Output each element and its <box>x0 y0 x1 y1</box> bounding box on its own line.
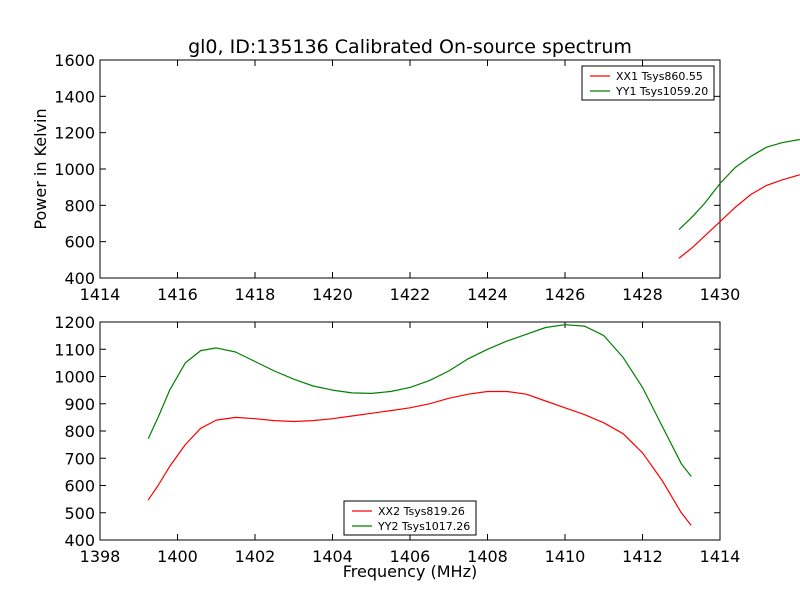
y-tick-label: 700 <box>64 449 95 468</box>
y-tick-label: 900 <box>64 395 95 414</box>
x-tick-label: 1416 <box>157 285 198 304</box>
y-tick-label: 800 <box>64 422 95 441</box>
x-tick-label: 1398 <box>80 547 121 566</box>
x-tick-label: 1412 <box>622 547 663 566</box>
x-tick-label: 1404 <box>312 547 353 566</box>
y-tick-label: 400 <box>64 269 95 288</box>
x-tick-label: 1406 <box>390 547 431 566</box>
y-tick-label: 1100 <box>54 340 95 359</box>
x-tick-label: 1426 <box>545 285 586 304</box>
legend-box-1 <box>581 65 715 101</box>
series-line-1-1 <box>678 174 800 259</box>
legend-box-2 <box>343 500 477 536</box>
subplot-2: 1398 1400 1402 1404 1406 1408 1410 1412 1414 400 5… <box>54 313 740 566</box>
legend-label: XX2 Tsys819.26 <box>378 505 465 518</box>
chart-title: gl0, ID:135136 Calibrated On-source spec… <box>188 36 632 58</box>
y-tick-label: 1200 <box>54 124 95 143</box>
y-tick-label: 500 <box>64 504 95 523</box>
y-tick-label: 1400 <box>54 87 95 106</box>
y-tick-label: 1000 <box>54 160 95 179</box>
legend-label: YY1 Tsys1059.20 <box>615 85 708 98</box>
x-tick-label: 1414 <box>80 285 121 304</box>
x-tick-label: 1400 <box>157 547 198 566</box>
x-axis-label: Frequency (MHz) <box>343 562 477 581</box>
y-tick-label: 1200 <box>54 313 95 332</box>
x-tick-label: 1410 <box>545 547 586 566</box>
x-tick-label: 1408 <box>467 547 508 566</box>
subplot-1: 1414 1416 1418 1420 1422 1424 1426 1428 1430 400 6… <box>54 51 800 304</box>
y-tick-label: 400 <box>64 531 95 550</box>
series-line-2-1 <box>147 390 692 526</box>
x-tick-label: 1402 <box>235 547 276 566</box>
series-line-2-2 <box>147 324 692 477</box>
x-tick-label: 1424 <box>467 285 508 304</box>
legend-label: YY2 Tsys1017.26 <box>377 520 470 533</box>
x-tick-label: 1418 <box>235 285 276 304</box>
x-tick-label: 1422 <box>390 285 431 304</box>
y-tick-label: 600 <box>64 477 95 496</box>
series-line-1-2 <box>678 138 800 230</box>
legend-label: XX1 Tsys860.55 <box>616 70 703 83</box>
x-tick-label: 1428 <box>622 285 663 304</box>
y-tick-label: 1600 <box>54 51 95 70</box>
y-tick-label: 600 <box>64 233 95 252</box>
x-tick-label: 1430 <box>700 285 741 304</box>
x-tick-label: 1420 <box>312 285 353 304</box>
y-tick-label: 1000 <box>54 368 95 387</box>
y-tick-label: 800 <box>64 196 95 215</box>
x-tick-label: 1414 <box>700 547 741 566</box>
y-axis-label: Power in Kelvin <box>31 108 50 229</box>
